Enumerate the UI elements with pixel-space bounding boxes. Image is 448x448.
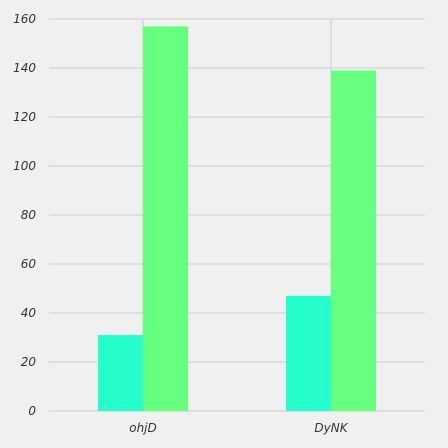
bar-DyNK-series-1 [286,295,331,411]
x-tick-label: ohjD [129,421,157,435]
y-tick-label: 160 [13,12,36,26]
bar-DyNK-series-2 [331,70,376,411]
y-axis-tick-labels: 0 20 40 60 80 100 120 140 160 [13,12,36,418]
x-axis-tick-labels: ohjD DyNK [129,421,348,435]
y-tick-label: 80 [21,208,37,222]
y-tick-label: 0 [28,404,36,418]
x-tick-label: DyNK [314,421,348,435]
y-tick-label: 100 [13,159,36,173]
y-tick-label: 140 [13,61,36,75]
bar-ohjD-series-2 [143,26,188,411]
y-tick-label: 20 [21,355,37,369]
y-tick-label: 60 [21,257,37,271]
y-tick-label: 120 [13,110,36,124]
bar-ohjD-series-1 [98,335,143,411]
y-tick-label: 40 [21,306,37,320]
bars [98,26,376,411]
